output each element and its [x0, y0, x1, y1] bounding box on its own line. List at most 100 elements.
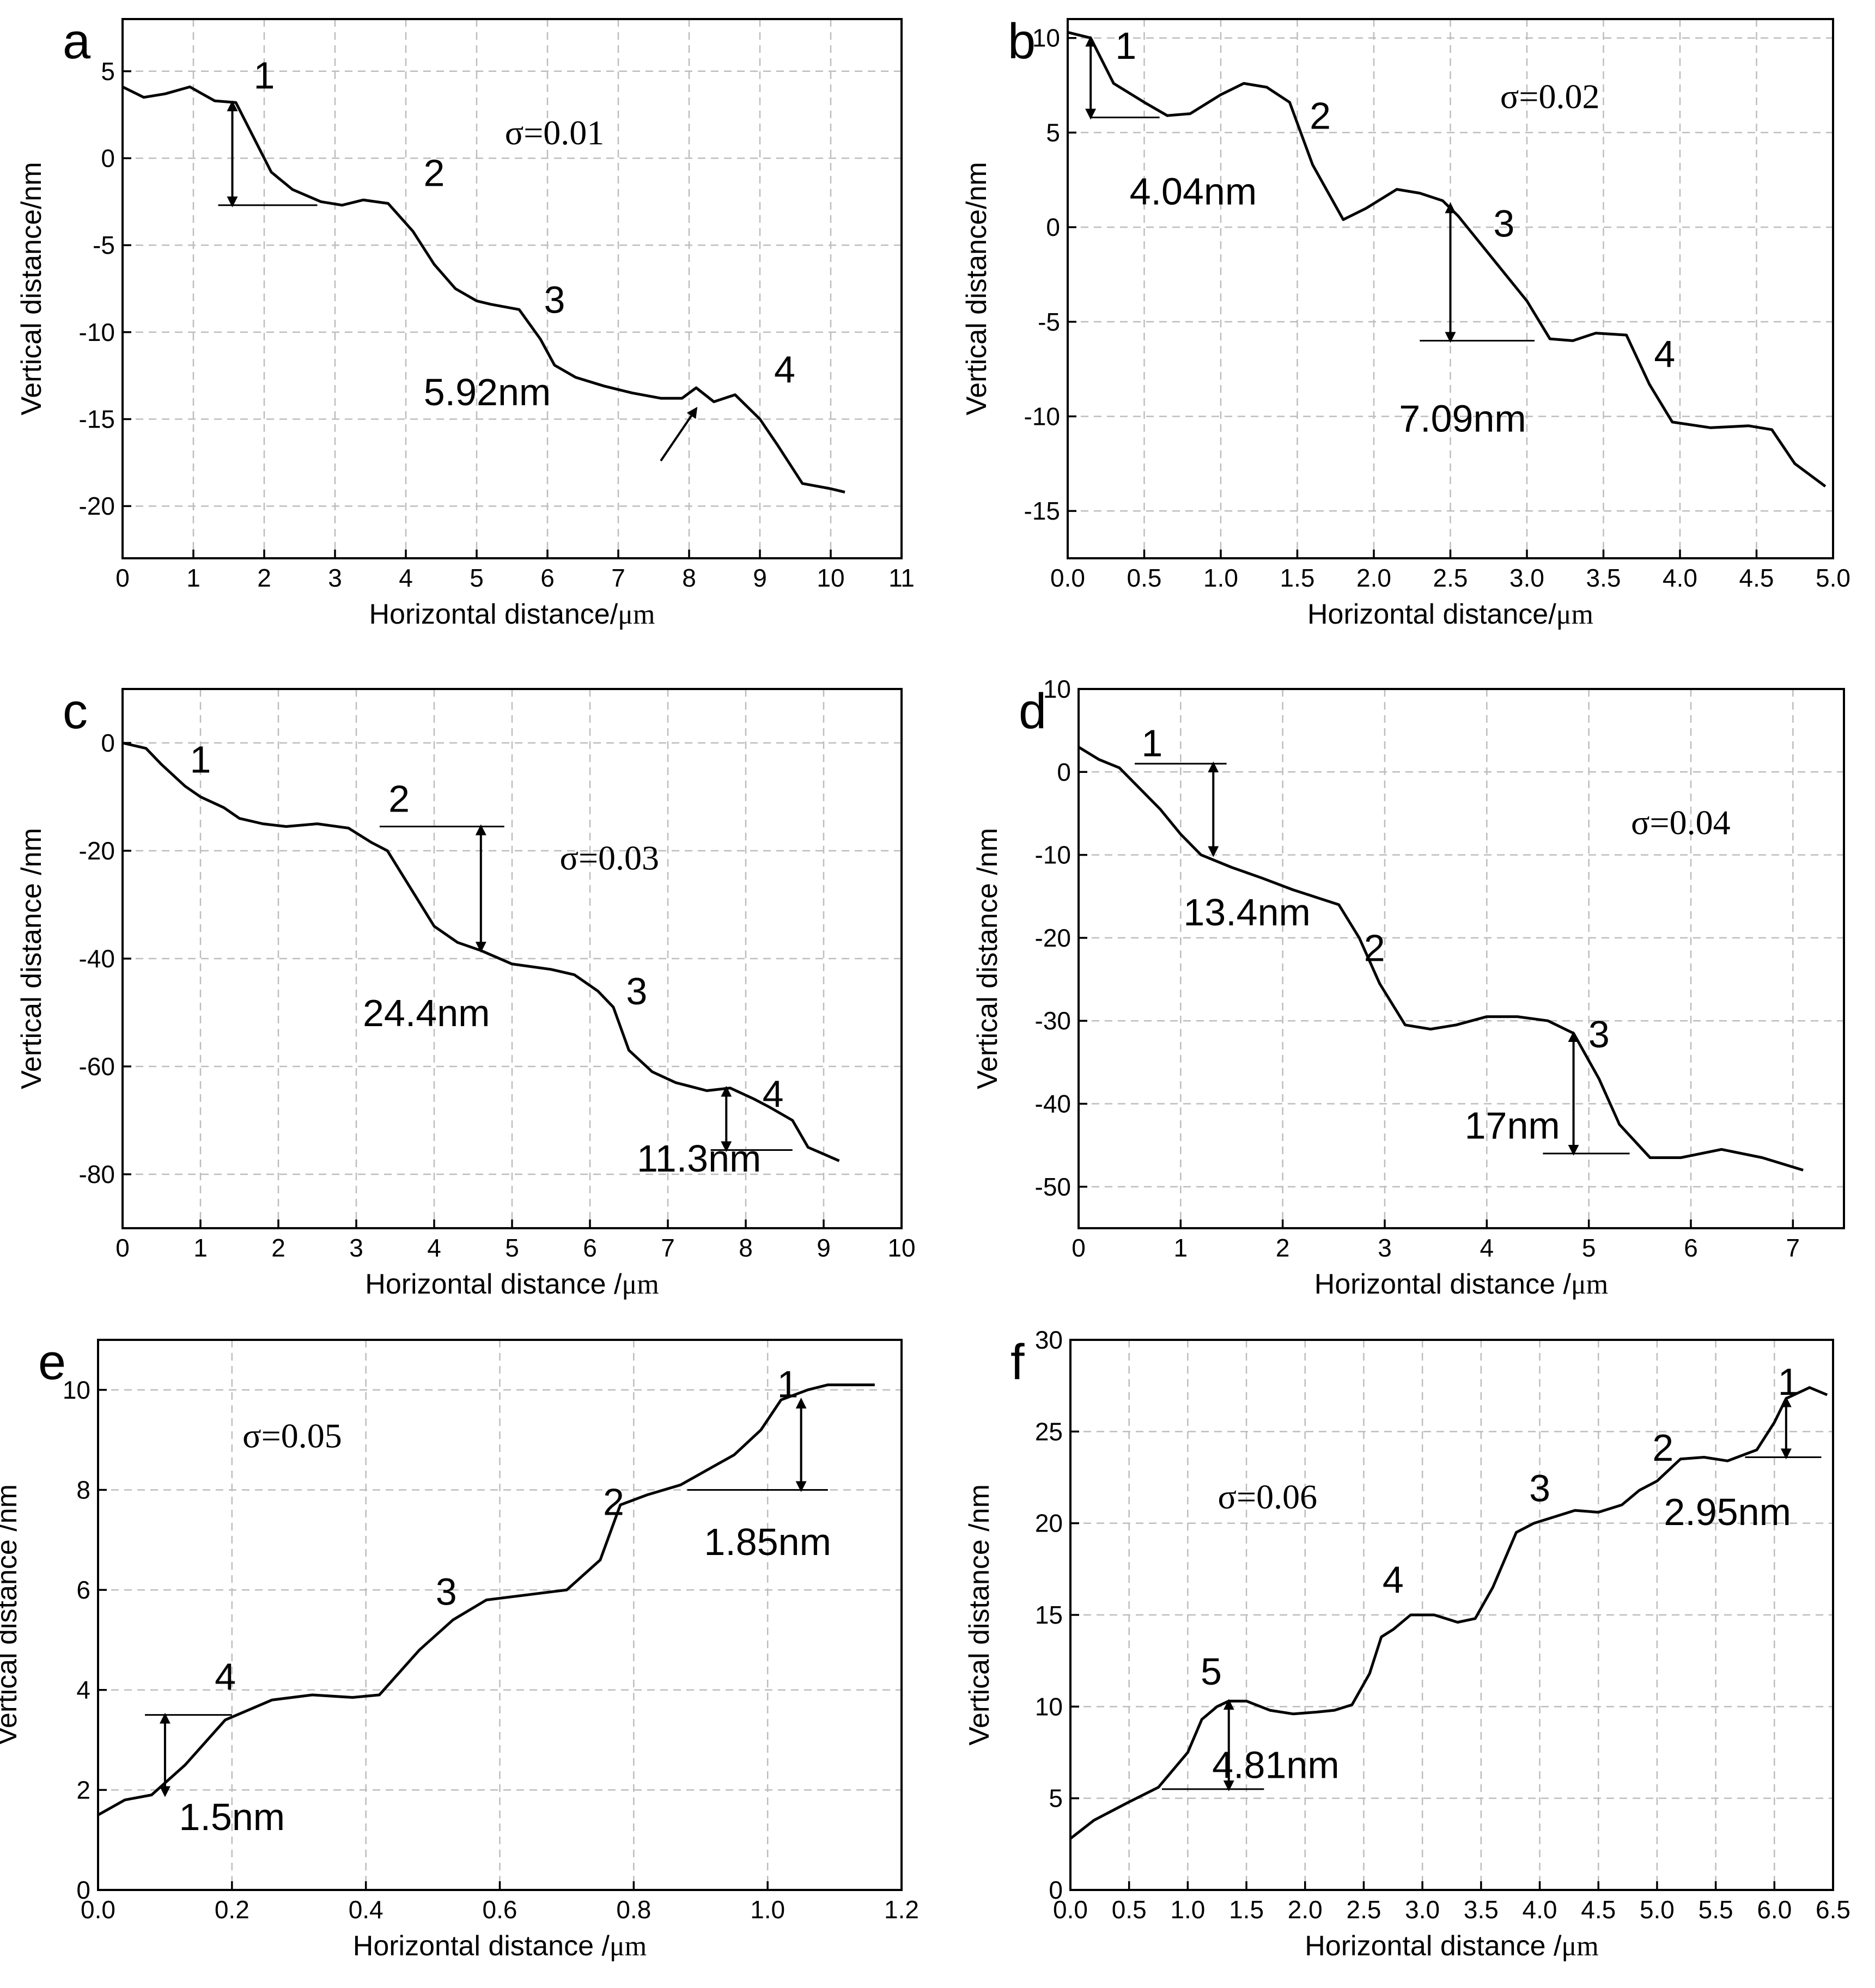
x-tick-label: 0: [115, 564, 130, 592]
step-height-label: 1.5nm: [179, 1796, 285, 1838]
x-tick-label: 5.0: [1640, 1895, 1675, 1924]
panel-letter: d: [1019, 684, 1046, 739]
step-height-label: 4.81nm: [1212, 1744, 1339, 1786]
x-tick-label: 11: [888, 564, 915, 592]
step-height-label: 11.3nm: [637, 1137, 761, 1180]
x-tick-label: 3.5: [1586, 564, 1621, 592]
step-number-label: 2: [1364, 927, 1385, 969]
x-tick-label: 1: [193, 1234, 208, 1262]
x-tick-label: 4.5: [1739, 564, 1774, 592]
x-tick-label: 4.0: [1523, 1895, 1557, 1924]
y-tick-label: -80: [79, 1160, 115, 1188]
x-tick-label: 3: [328, 564, 342, 592]
panel-a: 0 1 2 3 4 5 6 7 8 9 10 11 5 0 -5 -10 -15 -20 Horizontal di…: [16, 14, 915, 630]
x-axis-title: Horizontal distance /μm: [1314, 1269, 1608, 1300]
x-tick-label: 1: [1174, 1234, 1188, 1262]
plot-frame: [1067, 18, 1834, 559]
x-axis-title-text: Horizontal distance /: [1314, 1269, 1572, 1300]
panel-letter: e: [38, 1334, 66, 1390]
x-axis-title: Horizontal distance /μm: [365, 1269, 659, 1300]
x-tick-label: 6: [583, 1234, 597, 1262]
y-tick-label: 10: [1032, 24, 1060, 52]
x-tick-label: 1: [186, 564, 200, 592]
x-tick-label: 1.0: [750, 1895, 785, 1924]
x-axis-title-text: Horizontal distance/: [1307, 599, 1556, 630]
x-axis-title-text: Horizontal distance /: [353, 1930, 610, 1962]
x-tick-label: 0.0: [81, 1895, 115, 1924]
panel-b: 0.0 0.5 1.0 1.5 2.0 2.5 3.0 3.5 4.0 4.5 5.0 10 5 0 -5 -…: [961, 14, 1850, 630]
y-axis-title: Vertical distance /nm: [964, 1484, 995, 1746]
x-tick-label: 1.5: [1229, 1895, 1264, 1924]
profile-line: [122, 741, 840, 1162]
x-axis-title-unit: μm: [1556, 599, 1593, 630]
plot-frame: [1069, 1339, 1834, 1891]
x-tick-label: 1.0: [1170, 1895, 1205, 1924]
y-tick-label: 0: [101, 729, 115, 757]
x-tick-label: 9: [753, 564, 767, 592]
y-tick-label: 20: [1035, 1509, 1063, 1538]
y-tick-label: -5: [1038, 308, 1060, 336]
x-tick-label: 3: [349, 1234, 363, 1262]
step-height-label: 5.92nm: [424, 371, 551, 413]
x-tick-label: 0.5: [1112, 1895, 1147, 1924]
y-tick-label: -30: [1035, 1007, 1071, 1035]
x-tick-label: 8: [682, 564, 696, 592]
x-tick-label: 0: [115, 1234, 130, 1262]
profile-line: [97, 1383, 875, 1816]
step-number-label: 4: [774, 348, 795, 391]
y-tick-label: -20: [79, 837, 115, 865]
panel-e: 0.0 0.2 0.4 0.6 0.8 1.0 1.2 0 2 4 6 8 10 Horizontal d…: [0, 1334, 919, 1962]
step-number-label: 3: [1493, 202, 1514, 245]
step-number-label: 2: [1310, 94, 1331, 137]
step-number-label: 2: [388, 778, 410, 820]
x-axis-title: Horizontal distance/μm: [1307, 599, 1593, 630]
y-axis-title: Vertical distance /nm: [16, 828, 47, 1089]
y-tick-label: 8: [76, 1475, 90, 1504]
x-tick-label: 5.0: [1816, 564, 1850, 592]
x-tick-label: 2: [271, 1234, 285, 1262]
x-tick-label: 0.0: [1053, 1895, 1088, 1924]
x-axis-title-text: Horizontal distance/: [369, 599, 618, 630]
x-tick-label: 10: [817, 564, 844, 592]
step-number-label: 1: [1115, 25, 1136, 67]
step-number-label: 1: [1778, 1361, 1799, 1403]
y-tick-label: 4: [76, 1676, 90, 1704]
x-tick-label: 2: [1276, 1234, 1290, 1262]
y-tick-label: -20: [79, 492, 115, 520]
step-height-label: 4.04nm: [1130, 170, 1257, 212]
x-axis-title-text: Horizontal distance /: [1305, 1930, 1562, 1962]
y-tick-label: 5: [101, 57, 115, 86]
y-tick-label: 0: [1046, 213, 1060, 241]
step-number-label: 1: [254, 54, 275, 97]
plot-frame: [121, 18, 903, 559]
x-tick-label: 5: [470, 564, 484, 592]
sigma-label: σ=0.04: [1631, 803, 1731, 842]
y-tick-label: -60: [79, 1052, 115, 1081]
step-number-label: 3: [544, 279, 565, 321]
x-tick-label: 3.5: [1464, 1895, 1499, 1924]
y-axis-title: Vertical distance/nm: [16, 162, 47, 415]
sigma-label: σ=0.05: [242, 1416, 342, 1455]
panel-letter: c: [63, 684, 88, 739]
y-tick-label: 5: [1049, 1784, 1063, 1813]
plot-frame: [121, 688, 903, 1229]
step-number-label: 5: [1201, 1650, 1222, 1693]
panel-d: 0 1 2 3 4 5 6 7 10 0 -10 -20 -30 -40 -50 Horizontal dis…: [972, 675, 1845, 1300]
profile-line: [1067, 31, 1827, 488]
step-height-label: 1.85nm: [704, 1521, 831, 1563]
step-number-label: 1: [1141, 722, 1162, 764]
y-tick-label: -20: [1035, 924, 1071, 952]
step-number-label: 2: [1652, 1426, 1673, 1469]
x-tick-label: 4: [1480, 1234, 1494, 1262]
x-tick-label: 2.5: [1346, 1895, 1381, 1924]
x-tick-label: 4.0: [1663, 564, 1697, 592]
y-tick-label: -40: [1035, 1090, 1071, 1118]
step-height-label: 24.4nm: [363, 992, 490, 1034]
x-tick-label: 0.5: [1127, 564, 1162, 592]
y-tick-label: -40: [79, 944, 115, 973]
x-tick-label: 3.0: [1405, 1895, 1440, 1924]
step-number-label: 4: [763, 1072, 784, 1115]
x-tick-label: 6: [1684, 1234, 1698, 1262]
y-tick-label: 0: [1057, 758, 1071, 786]
